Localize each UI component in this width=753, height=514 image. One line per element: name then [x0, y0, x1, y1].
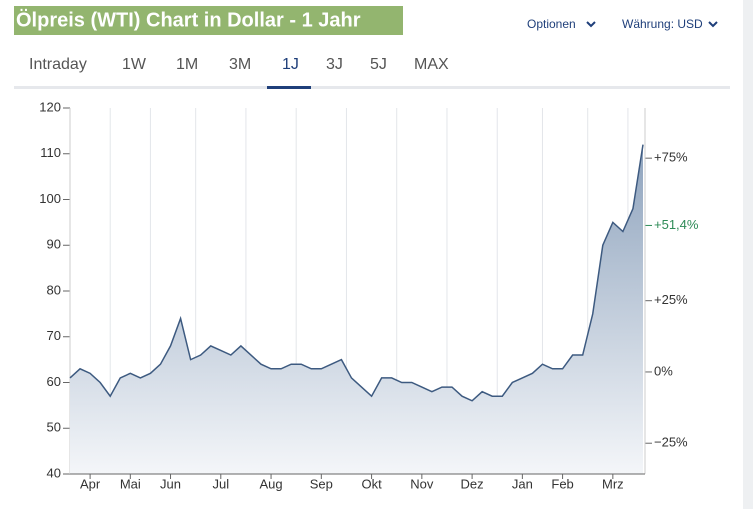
tab[interactable]: 5J	[370, 56, 387, 73]
y-tick-label: 70	[47, 328, 61, 343]
y-tick-label: 80	[47, 282, 61, 297]
x-tick-label: Feb	[551, 476, 573, 491]
title-bg	[14, 6, 403, 35]
y-tick-label: 50	[47, 420, 61, 435]
y-tick-label: 40	[47, 465, 61, 480]
chevron	[708, 21, 718, 28]
tab[interactable]: 3M	[229, 56, 251, 73]
y-tick-label: 110	[40, 145, 61, 160]
scrollbar	[743, 0, 753, 509]
y2-tick-label: 0%	[654, 363, 673, 378]
active-tab-underline	[267, 86, 311, 89]
x-tick-label: Jun	[160, 476, 181, 491]
x-tick-label: Mai	[120, 476, 141, 491]
current-change-label: +51,4%	[654, 217, 699, 232]
line	[69, 144, 644, 402]
area	[70, 144, 643, 474]
x-tick-label: Jan	[512, 476, 533, 491]
tab[interactable]: Intraday	[29, 56, 87, 73]
tab[interactable]: 1W	[122, 56, 147, 73]
chevron	[586, 21, 596, 28]
y-tick-label: 120	[39, 99, 61, 114]
y2-tick-label: +75%	[654, 150, 688, 165]
x-tick-label: Okt	[361, 476, 382, 491]
x-tick-label: Apr	[80, 476, 101, 491]
options-menu[interactable]: Optionen	[527, 17, 576, 31]
y-tick-label: 100	[39, 191, 61, 206]
x-tick-label: Mrz	[602, 476, 624, 491]
x-tick-label: Dez	[461, 476, 484, 491]
x-tick-label: Aug	[259, 476, 282, 491]
y-tick-label: 60	[47, 374, 61, 389]
tab[interactable]: 1M	[176, 56, 198, 73]
tab[interactable]: 1J	[282, 56, 299, 73]
x-tick-label: Sep	[310, 476, 333, 491]
tab-separator	[14, 86, 730, 89]
y-tick-label: 90	[47, 237, 61, 252]
x-tick-label: Nov	[410, 476, 434, 491]
y2-tick-label: −25%	[654, 435, 688, 450]
tab[interactable]: MAX	[414, 56, 449, 73]
currency-menu[interactable]: Währung: USD	[622, 17, 703, 31]
tab[interactable]: 3J	[326, 56, 343, 73]
x-tick-label: Jul	[212, 476, 229, 491]
y2-tick-label: +25%	[654, 292, 688, 307]
title: Ölpreis (WTI) Chart in Dollar - 1 Jahr	[16, 8, 361, 31]
